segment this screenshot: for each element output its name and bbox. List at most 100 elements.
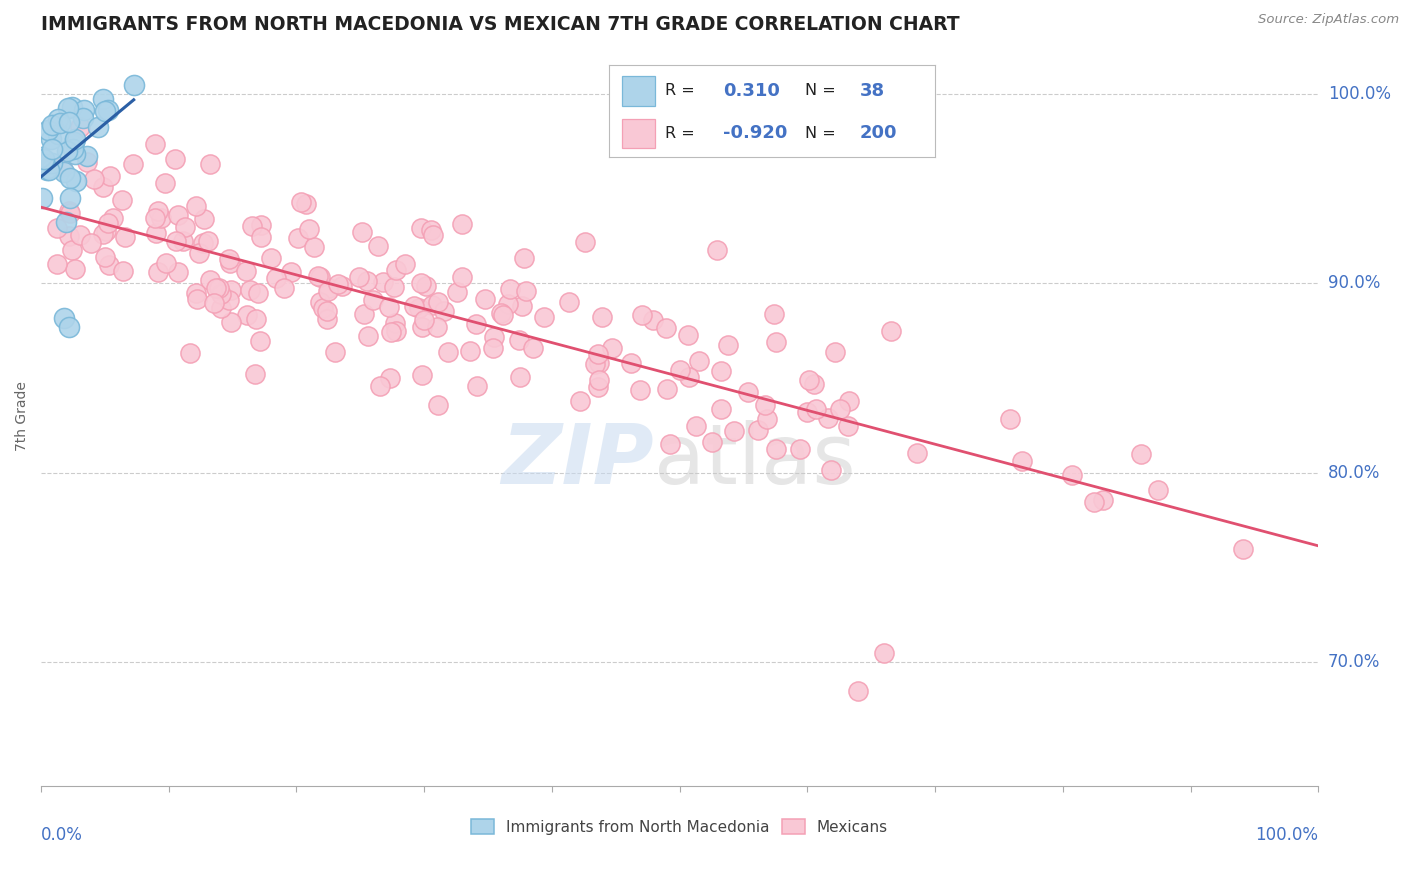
Point: [817, 410, 839, 425]
Point: [240, 219, 263, 233]
Point: [153, 176, 176, 190]
Point: [828, 401, 851, 416]
Point: [249, 334, 271, 349]
Point: [202, 296, 225, 310]
Point: [1083, 495, 1105, 509]
Point: [59, 206, 82, 220]
Point: [998, 411, 1021, 425]
Point: [56, 144, 79, 158]
Point: [58, 320, 80, 334]
Point: [63, 147, 86, 161]
Point: [824, 344, 846, 359]
Point: [402, 299, 425, 313]
Point: [80, 236, 103, 251]
Point: [385, 263, 408, 277]
Point: [91, 227, 114, 241]
Point: [533, 310, 555, 324]
Point: [1129, 447, 1152, 461]
Point: [38, 162, 60, 177]
Point: [193, 211, 215, 226]
Point: [83, 171, 105, 186]
Point: [655, 382, 678, 396]
Text: 0.0%: 0.0%: [41, 826, 83, 844]
Point: [838, 394, 860, 409]
Point: [804, 401, 827, 416]
Point: [880, 324, 903, 338]
Point: [848, 683, 870, 698]
Point: [100, 169, 122, 184]
Point: [905, 446, 928, 460]
Point: [39, 132, 62, 146]
Point: [328, 277, 350, 291]
Text: Source: ZipAtlas.com: Source: ZipAtlas.com: [1258, 13, 1399, 27]
Point: [143, 211, 166, 225]
Point: [295, 197, 318, 211]
Point: [63, 261, 86, 276]
Point: [789, 442, 811, 457]
Point: [243, 367, 266, 381]
Point: [631, 308, 654, 322]
Point: [209, 287, 232, 301]
Point: [482, 341, 505, 355]
Point: [803, 376, 825, 391]
Point: [179, 345, 201, 359]
Point: [756, 411, 779, 425]
Point: [235, 309, 257, 323]
Point: [97, 216, 120, 230]
Point: [588, 356, 610, 370]
Point: [287, 231, 309, 245]
Point: [91, 92, 114, 106]
Point: [765, 335, 787, 350]
Point: [446, 285, 468, 299]
Text: 80.0%: 80.0%: [1329, 464, 1381, 482]
Point: [1092, 493, 1115, 508]
Point: [357, 329, 380, 343]
Point: [737, 385, 759, 400]
Point: [165, 234, 187, 248]
Point: [361, 293, 384, 307]
Point: [380, 326, 402, 340]
Point: [184, 198, 207, 212]
Point: [45, 257, 67, 271]
Point: [41, 118, 63, 132]
Point: [385, 324, 408, 338]
Point: [352, 225, 374, 239]
Point: [422, 228, 444, 243]
Text: ZIP: ZIP: [502, 420, 654, 501]
Point: [592, 310, 614, 324]
Point: [51, 160, 73, 174]
Point: [702, 435, 724, 450]
Point: [239, 283, 262, 297]
Point: [316, 312, 339, 326]
Point: [96, 103, 118, 118]
Point: [76, 155, 98, 169]
Point: [583, 357, 606, 371]
Point: [378, 371, 401, 385]
Point: [498, 297, 520, 311]
Point: [426, 294, 449, 309]
Point: [37, 161, 59, 176]
Point: [307, 268, 329, 283]
Point: [356, 274, 378, 288]
Point: [1232, 541, 1254, 556]
Point: [408, 301, 430, 315]
Point: [247, 285, 270, 300]
Point: [318, 281, 340, 295]
Point: [91, 180, 114, 194]
Point: [678, 327, 700, 342]
Point: [94, 103, 117, 118]
Point: [219, 283, 242, 297]
Point: [186, 292, 208, 306]
Point: [588, 373, 610, 387]
Point: [69, 228, 91, 243]
Point: [1011, 454, 1033, 468]
Point: [49, 116, 72, 130]
Point: [32, 153, 55, 167]
Point: [765, 442, 787, 457]
Point: [184, 286, 207, 301]
Point: [384, 316, 406, 330]
Point: [620, 356, 643, 370]
Point: [46, 220, 69, 235]
Point: [413, 313, 436, 327]
Legend: Immigrants from North Macedonia, Mexicans: Immigrants from North Macedonia, Mexican…: [465, 813, 894, 840]
